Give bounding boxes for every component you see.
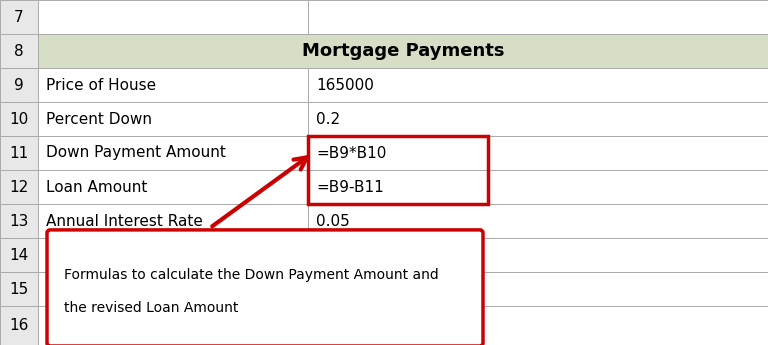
Bar <box>0 34 38 68</box>
Text: Y: Y <box>46 247 55 263</box>
Text: 12: 12 <box>9 179 28 195</box>
Text: D: D <box>46 282 58 296</box>
Bar <box>0 68 38 102</box>
Bar <box>38 136 308 170</box>
Bar <box>308 0 768 34</box>
Bar <box>308 136 768 170</box>
Text: 0.05: 0.05 <box>316 214 349 228</box>
Text: 16: 16 <box>9 318 28 333</box>
Bar <box>308 306 768 345</box>
Bar <box>0 0 38 34</box>
Text: Formulas to calculate the Down Payment Amount and: Formulas to calculate the Down Payment A… <box>64 268 439 282</box>
Text: 9: 9 <box>14 78 24 92</box>
Text: 14: 14 <box>9 247 28 263</box>
Bar <box>308 272 768 306</box>
Bar <box>0 272 38 306</box>
Bar <box>0 238 38 272</box>
Text: the revised Loan Amount: the revised Loan Amount <box>64 301 238 315</box>
Text: Price of House: Price of House <box>46 78 156 92</box>
Bar <box>308 238 768 272</box>
Bar <box>308 102 768 136</box>
Text: 11: 11 <box>9 146 28 160</box>
Bar <box>38 238 308 272</box>
Text: 15: 15 <box>9 282 28 296</box>
Text: =B9-B11: =B9-B11 <box>316 179 384 195</box>
Text: Down Payment Amount: Down Payment Amount <box>46 146 226 160</box>
Bar <box>308 204 768 238</box>
Text: 8: 8 <box>14 43 24 59</box>
Text: 7: 7 <box>14 10 24 24</box>
Text: 13: 13 <box>9 214 28 228</box>
Text: 10: 10 <box>9 111 28 127</box>
Bar <box>38 204 308 238</box>
Bar <box>38 102 308 136</box>
Bar <box>38 272 308 306</box>
Bar <box>38 306 308 345</box>
Bar <box>38 170 308 204</box>
Bar <box>308 68 768 102</box>
Bar <box>308 136 488 204</box>
Bar <box>0 204 38 238</box>
Bar <box>0 136 38 170</box>
Text: 165000: 165000 <box>316 78 374 92</box>
Bar <box>0 306 38 345</box>
Text: Mortgage Payments: Mortgage Payments <box>302 42 505 60</box>
Text: Percent Down: Percent Down <box>46 111 152 127</box>
Bar <box>0 102 38 136</box>
Bar <box>38 34 768 68</box>
Bar <box>308 170 768 204</box>
FancyBboxPatch shape <box>47 230 483 345</box>
Bar <box>38 0 308 34</box>
Text: Loan Amount: Loan Amount <box>46 179 147 195</box>
Text: 0.2: 0.2 <box>316 111 340 127</box>
Bar <box>38 68 308 102</box>
Bar <box>0 170 38 204</box>
Text: Annual Interest Rate: Annual Interest Rate <box>46 214 203 228</box>
Text: =B9*B10: =B9*B10 <box>316 146 386 160</box>
